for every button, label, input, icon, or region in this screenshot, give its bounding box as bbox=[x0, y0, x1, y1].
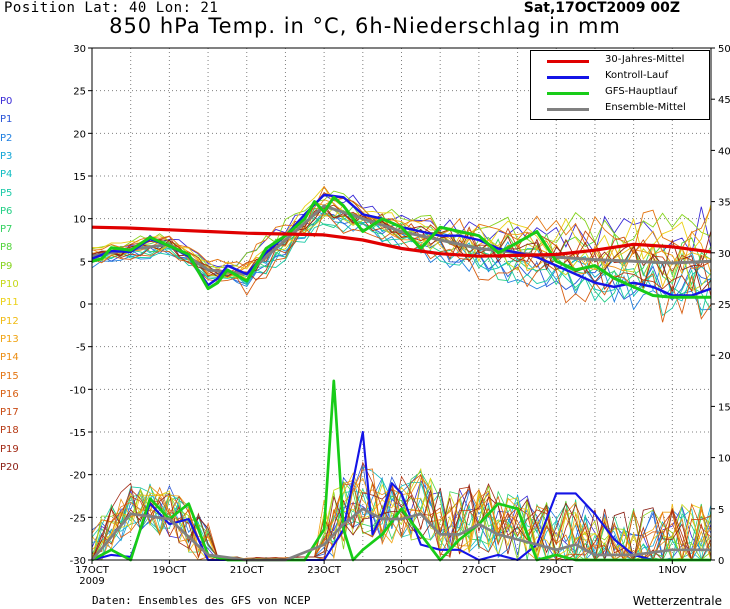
member-label-p9: P9 bbox=[0, 260, 13, 272]
brand-label: Wetterzentrale bbox=[632, 594, 722, 608]
chart-axes: 302520151050-5-10-15-20-25-3050454035302… bbox=[70, 44, 730, 587]
member-precip-line bbox=[91, 477, 712, 562]
precip-line-gfs-hauptlauf bbox=[91, 379, 711, 562]
left-axis-tick-label: 20 bbox=[73, 129, 86, 140]
member-label-p8: P8 bbox=[0, 242, 13, 254]
right-axis-tick-label: 10 bbox=[718, 454, 730, 465]
right-axis-tick-label: 25 bbox=[718, 300, 730, 311]
legend-label: 30-Jahres-Mittel bbox=[605, 54, 685, 65]
x-axis-tick-label: 21OCT bbox=[230, 565, 265, 576]
left-axis-tick-label: -25 bbox=[70, 513, 86, 524]
right-axis-tick-label: 50 bbox=[718, 44, 730, 55]
left-axis-tick-label: -30 bbox=[70, 556, 86, 567]
chart-grid bbox=[92, 48, 711, 560]
member-label-p11: P11 bbox=[0, 297, 19, 309]
run-date-label: Sat,17OCT2009 00Z bbox=[523, 0, 680, 16]
right-axis-tick-label: 20 bbox=[718, 351, 730, 362]
member-label-p17: P17 bbox=[0, 407, 19, 419]
member-temperature-line bbox=[91, 185, 712, 268]
right-axis-tick-label: 40 bbox=[718, 146, 730, 157]
right-axis-tick-label: 35 bbox=[718, 198, 730, 209]
temperature-line-ensemble-mittel bbox=[91, 204, 712, 276]
member-label-p5: P5 bbox=[0, 187, 13, 199]
member-label-p6: P6 bbox=[0, 205, 13, 217]
member-temperature-line bbox=[91, 194, 712, 268]
legend-label: Ensemble-Mittel bbox=[605, 102, 686, 113]
member-label-p15: P15 bbox=[0, 370, 19, 382]
left-axis-tick-label: -20 bbox=[70, 471, 86, 482]
member-label-p0: P0 bbox=[0, 96, 13, 107]
x-axis-tick-label: 25OCT bbox=[385, 565, 420, 576]
member-label-p18: P18 bbox=[0, 425, 19, 437]
x-axis-tick-label: 29OCT bbox=[539, 565, 574, 576]
left-axis-tick-label: -5 bbox=[76, 343, 86, 354]
x-axis-tick-label-year: 2009 bbox=[79, 576, 104, 587]
legend-swatch bbox=[547, 108, 589, 111]
member-label-p12: P12 bbox=[0, 315, 19, 327]
right-axis-tick-label: 0 bbox=[718, 556, 724, 567]
x-axis-tick-label: 1NOV bbox=[658, 565, 687, 576]
legend-item-control-run: Kontroll-Lauf bbox=[531, 70, 709, 84]
left-axis-tick-label: 5 bbox=[80, 257, 86, 268]
member-precip-line bbox=[91, 474, 712, 561]
legend-label: GFS-Hauptlauf bbox=[605, 86, 678, 97]
member-label-p2: P2 bbox=[0, 132, 13, 144]
member-label-p4: P4 bbox=[0, 169, 13, 181]
left-axis-tick-label: 10 bbox=[73, 215, 86, 226]
left-axis-tick-label: -15 bbox=[70, 428, 86, 439]
legend-label: Kontroll-Lauf bbox=[605, 70, 669, 81]
left-axis-tick-label: 30 bbox=[73, 44, 86, 55]
member-label-p7: P7 bbox=[0, 224, 13, 236]
precip-line-kontroll-lauf bbox=[91, 430, 711, 562]
highlighted-series-lines bbox=[90, 193, 712, 562]
member-label-p20: P20 bbox=[0, 462, 19, 473]
left-axis-tick-label: -10 bbox=[70, 385, 86, 396]
left-axis-tick-label: 15 bbox=[73, 172, 86, 183]
right-axis-tick-label: 15 bbox=[718, 402, 730, 413]
right-axis-tick-label: 45 bbox=[718, 95, 730, 106]
chart-legend: 30-Jahres-Mittel Kontroll-Lauf GFS-Haupt… bbox=[530, 50, 710, 120]
left-axis-tick-label: 25 bbox=[73, 87, 86, 98]
chart-title: 850 hPa Temp. in °C, 6h-Niederschlag in … bbox=[109, 14, 621, 38]
legend-swatch bbox=[547, 76, 589, 79]
legend-swatch bbox=[547, 92, 589, 95]
member-label-p10: P10 bbox=[0, 279, 19, 290]
right-axis-tick-label: 30 bbox=[718, 249, 730, 260]
member-label-p14: P14 bbox=[0, 352, 19, 364]
x-axis-tick-label: 19OCT bbox=[153, 565, 188, 576]
position-label: Position Lat: 40 Lon: 21 bbox=[4, 0, 219, 16]
temperature-line-gfs-hauptlauf bbox=[91, 195, 711, 299]
member-label-p3: P3 bbox=[0, 150, 13, 162]
x-axis-tick-label: 23OCT bbox=[307, 565, 342, 576]
x-axis-tick-label: 27OCT bbox=[462, 565, 497, 576]
temperature-line-30-jahres-mittel bbox=[91, 225, 712, 258]
left-axis-tick-label: 0 bbox=[80, 300, 86, 311]
member-label-p19: P19 bbox=[0, 443, 19, 455]
x-axis-tick-label: 17OCT bbox=[75, 565, 110, 576]
member-label-p13: P13 bbox=[0, 333, 19, 345]
legend-item-ensemble-mean: Ensemble-Mittel bbox=[531, 102, 709, 116]
legend-item-main-run: GFS-Hauptlauf bbox=[531, 86, 709, 100]
precip-line-ensemble-mittel bbox=[90, 507, 711, 562]
member-label-p16: P16 bbox=[0, 388, 19, 400]
right-axis-tick-label: 5 bbox=[718, 505, 724, 516]
data-source-note: Daten: Ensembles des GFS von NCEP bbox=[92, 594, 311, 607]
legend-swatch bbox=[547, 60, 589, 63]
member-label-p1: P1 bbox=[0, 114, 13, 126]
legend-item-climate-mean: 30-Jahres-Mittel bbox=[531, 54, 709, 68]
